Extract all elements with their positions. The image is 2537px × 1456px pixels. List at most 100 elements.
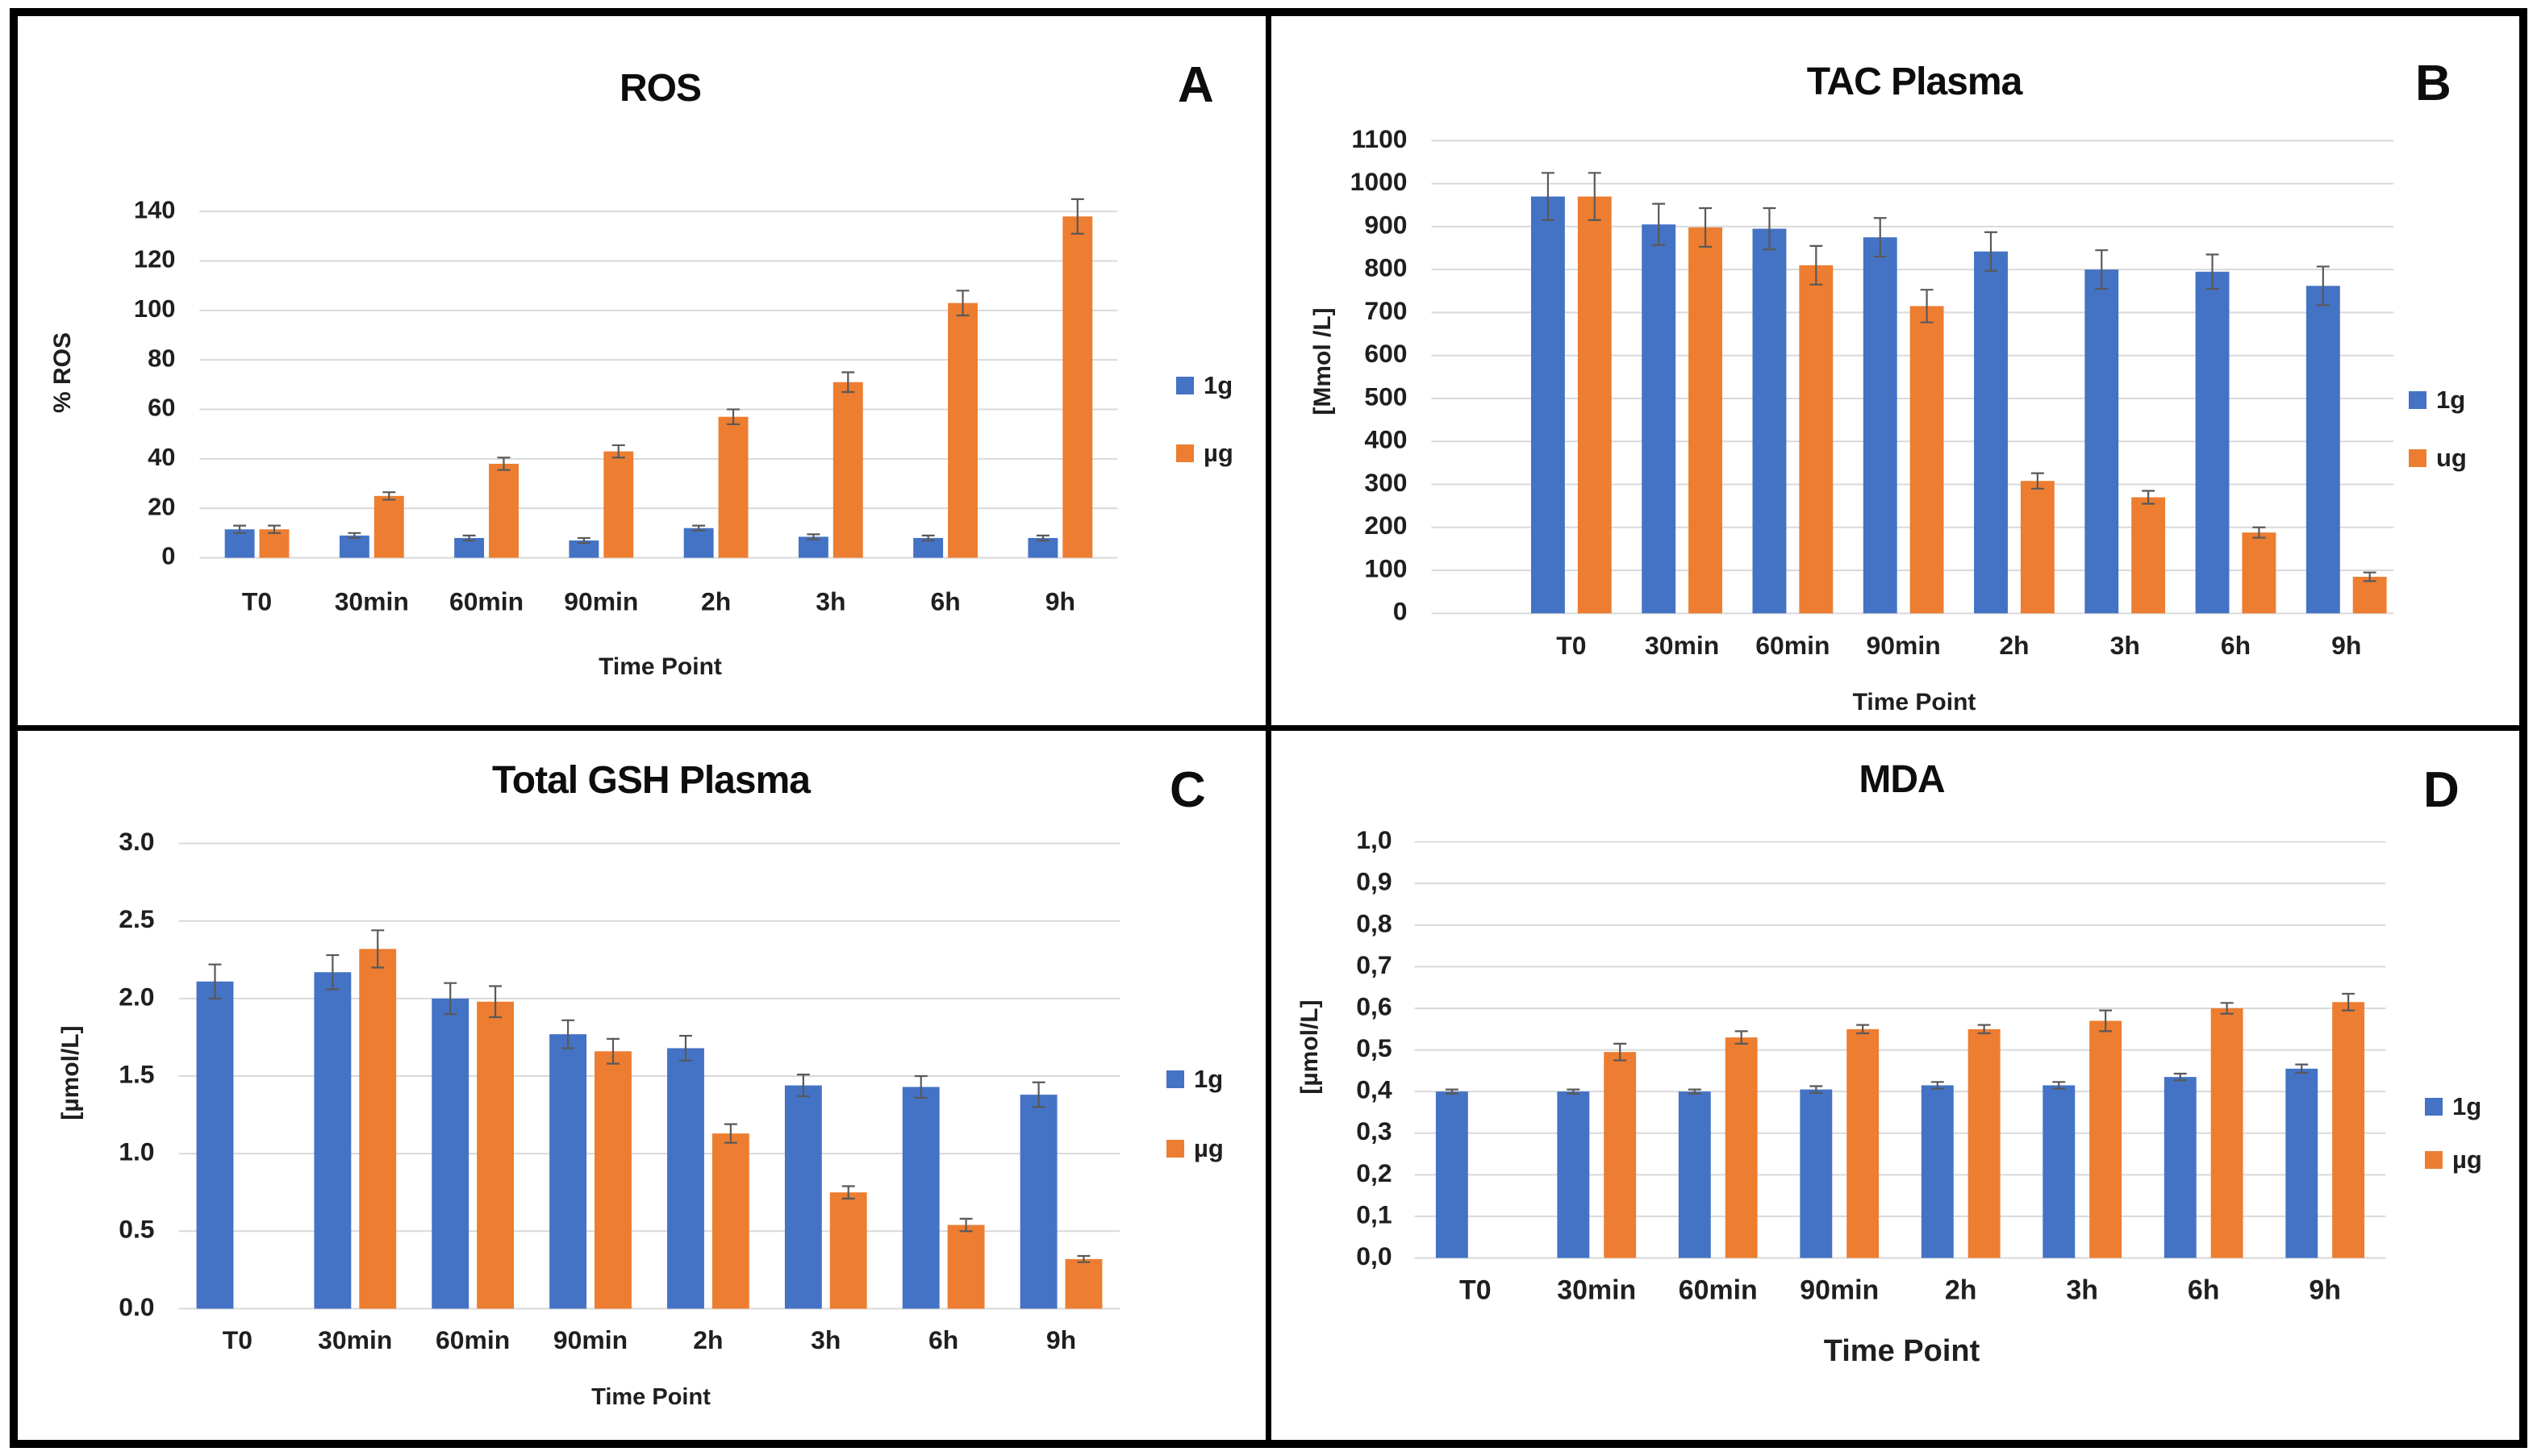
x-category-label: 9h [2309,1275,2341,1305]
legend-swatch-ug [2409,449,2426,467]
legend-item: 1g [2425,1092,2482,1121]
y-tick-label: 1,0 [1356,825,1392,854]
x-category-label: 90min [553,1325,628,1354]
x-category-label: 30min [1645,631,1719,660]
bar-ug [718,416,749,558]
bar-ug [359,949,397,1309]
bar-ug [2352,577,2387,614]
bar-ug [373,495,404,558]
legend: 1g µg [1166,1065,1224,1163]
y-tick-label: 120 [134,245,176,273]
panel-letter: D [2423,762,2460,818]
bar-ug [1065,1258,1103,1309]
legend: 1g µg [2425,1092,2482,1174]
y-tick-label: 0,3 [1356,1116,1392,1145]
bar-1g [1678,1091,1711,1258]
x-category-label: 2h [1999,631,2029,660]
y-tick-label: 2.0 [119,982,154,1011]
bar-ug [1799,265,1834,614]
y-tick-label: 0 [1393,597,1408,626]
bar-ug [1577,196,1612,614]
x-category-label: 90min [564,586,638,615]
bar-ug [1967,1028,2001,1258]
x-axis-title: Time Point [591,1384,711,1410]
x-category-label: T0 [223,1325,252,1354]
y-tick-label: 0.0 [119,1292,154,1321]
y-tick-label: 3.0 [119,827,154,856]
legend-label: 1g [2452,1092,2482,1120]
x-category-label: 6h [2221,631,2251,660]
panel-mda: 0,0 0,1 0,2 0,3 0,4 0,5 0,6 0,7 0,8 0,9 1,0 T0 30min… [1271,731,2519,1440]
x-category-label: 60min [1755,631,1830,660]
x-category-label: T0 [1556,631,1586,660]
x-category-label: 60min [436,1325,510,1354]
y-tick-label: 0,9 [1356,867,1392,896]
legend-label: µg [1204,439,1233,467]
bar-1g [2305,286,2340,614]
y-tick-label: 500 [1364,382,1407,411]
bar-ug [489,463,519,558]
x-category-label: 9h [2331,631,2361,660]
bar-1g [2285,1068,2318,1258]
bar-ug [2131,497,2166,614]
x-category-label: 2h [693,1325,723,1354]
y-tick-label: 0,2 [1356,1158,1392,1187]
bar-1g [224,529,255,558]
bar-1g [784,1085,822,1309]
bar-1g [902,1087,940,1309]
bar-1g [2195,271,2230,614]
y-tick-label: 0 [161,542,175,570]
chart-title: TAC Plasma [1806,60,2023,103]
bar-ug [2210,1008,2243,1258]
x-category-label: 3h [816,586,845,615]
legend-item: µg [1166,1134,1224,1163]
x-axis-title: Time Point [1823,1334,1980,1368]
y-tick-label: 0,7 [1356,950,1392,979]
y-tick-label: 1.0 [119,1137,154,1166]
bar-1g [1020,1095,1058,1309]
y-tick-label: 1000 [1350,167,1408,196]
legend-swatch-1g [2409,391,2426,409]
x-category-label: 90min [1867,631,1941,660]
bar-1g [1863,237,1897,614]
bar-ug [711,1133,749,1309]
x-category-label: 9h [1045,586,1075,615]
x-category-label: T0 [1459,1275,1492,1305]
bar-ug [832,382,863,558]
bar-1g [1800,1089,1833,1258]
legend-item: 1g [1166,1065,1224,1094]
y-tick-label: 1.5 [119,1059,154,1088]
y-tick-label: 40 [148,443,175,471]
panel-gsh-plasma: 0.0 0.5 1.0 1.5 2.0 2.5 3.0 T0 30min 60min 90min 2h… [18,731,1266,1440]
x-category-label: 60min [1679,1275,1758,1305]
y-axis-title: [µmol/L] [1296,999,1323,1095]
bar-1g [314,972,352,1309]
legend-item: µg [2425,1145,2482,1174]
x-category-label: 30min [335,586,409,615]
bar-1g [1752,228,1787,614]
bar-ug [1846,1028,1880,1258]
legend-label: 1g [1204,371,1233,399]
legend-swatch-ug [2425,1151,2443,1169]
gsh-chart-plot: 0.0 0.5 1.0 1.5 2.0 2.5 3.0 T0 30min 60min 90min 2h… [119,827,1120,1354]
y-tick-label: 300 [1364,468,1407,497]
legend-item: 1g [1176,371,1233,400]
legend-label: ug [2436,444,2467,472]
y-tick-label: 0,1 [1356,1199,1392,1229]
bar-ug [947,1224,985,1309]
bar-1g [549,1034,587,1309]
x-category-label: T0 [242,586,272,615]
bar-1g [1974,251,2008,614]
bar-1g [1435,1091,1468,1258]
y-tick-label: 600 [1364,339,1407,368]
bar-1g [798,536,828,558]
x-category-label: 30min [1557,1275,1636,1305]
legend-label: µg [2452,1145,2482,1174]
bar-ug [603,451,634,558]
figure-border: 0 20 40 60 80 100 120 140 T0 30min 60min 90min 2h 3h 6… [10,8,2527,1448]
panel-letter: C [1170,762,1206,818]
y-tick-label: 0,5 [1356,1033,1392,1062]
bar-ug [1604,1052,1637,1258]
x-category-label: 3h [811,1325,841,1354]
y-tick-label: 700 [1364,296,1407,325]
